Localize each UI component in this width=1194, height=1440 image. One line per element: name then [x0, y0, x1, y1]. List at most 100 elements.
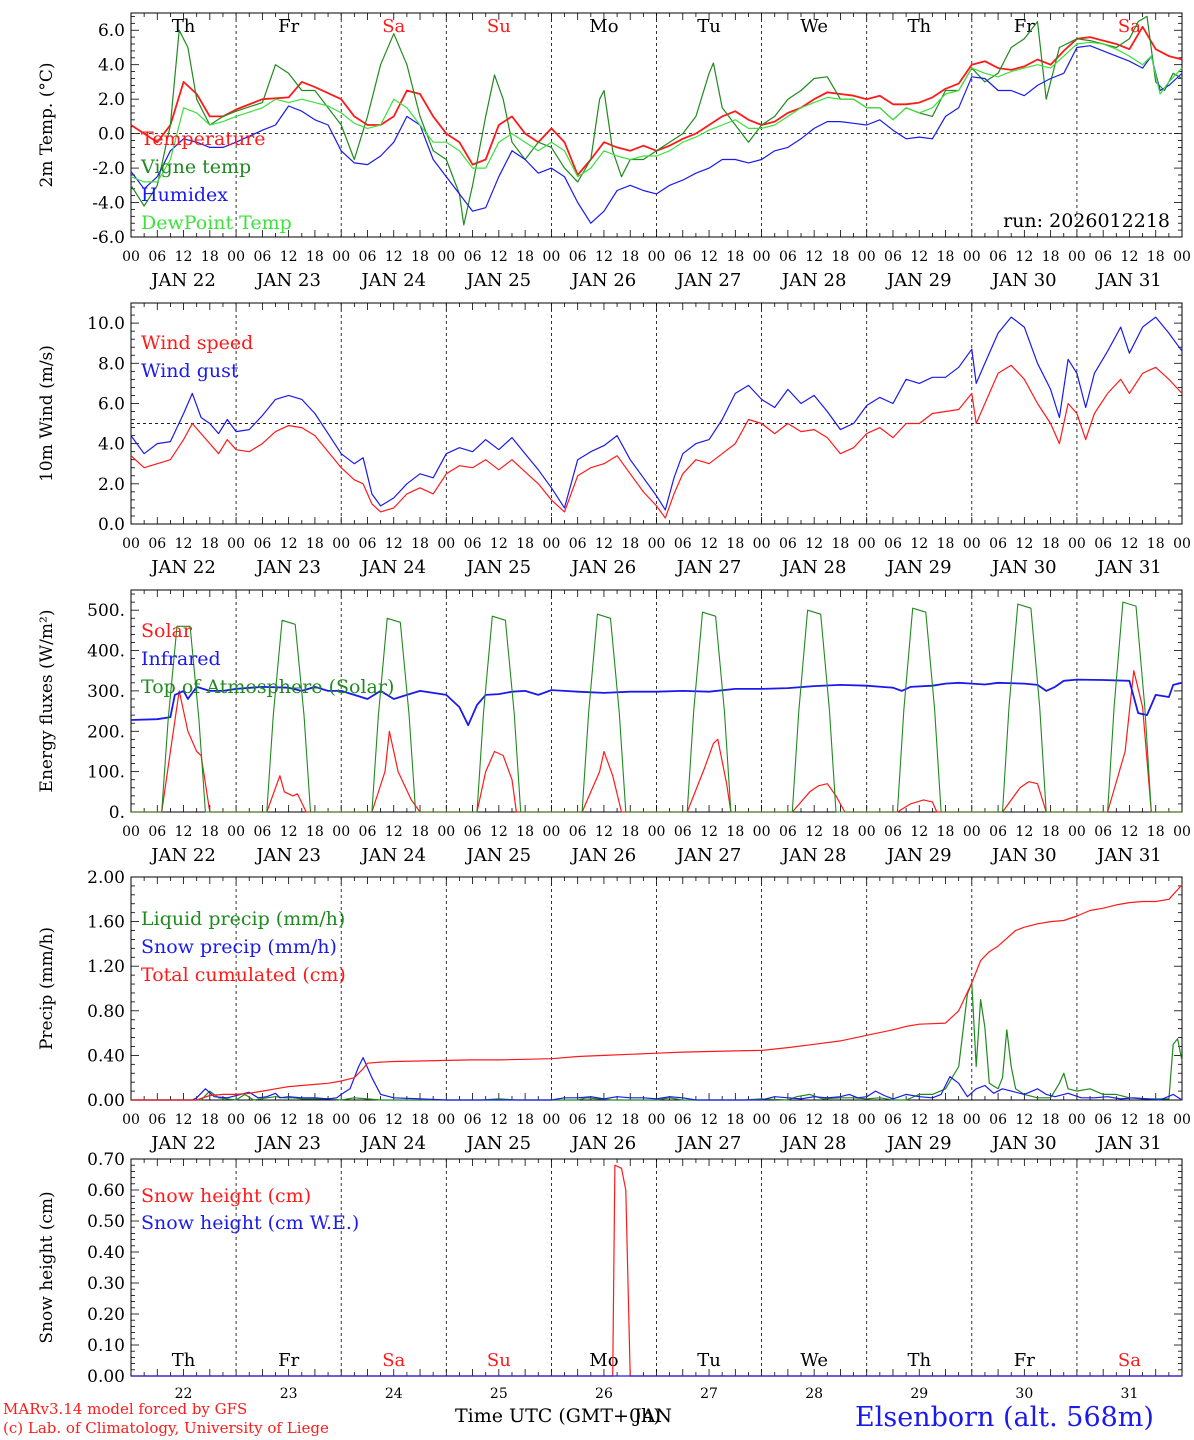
x-hour-label: 18 — [937, 249, 955, 265]
x-date-label: JAN 25 — [465, 270, 532, 291]
x-hour-label: 06 — [253, 249, 271, 265]
x-hour-label: 12 — [175, 249, 193, 265]
x-hour-label: 12 — [805, 824, 823, 840]
x-date-label: JAN 27 — [675, 845, 742, 866]
day-name-label: Fr — [278, 16, 299, 37]
x-hour-label: 18 — [411, 536, 429, 552]
x-hour-label: 00 — [753, 249, 771, 265]
x-date-label: JAN 25 — [465, 1133, 532, 1154]
day-number-label: 23 — [280, 1386, 298, 1402]
x-hour-label: 18 — [201, 824, 219, 840]
x-date-label: JAN 28 — [780, 1133, 847, 1154]
x-hour-label: 12 — [1015, 824, 1033, 840]
day-number-label: 31 — [1121, 1386, 1139, 1402]
x-hour-label: 12 — [700, 536, 718, 552]
day-name-label: We — [800, 16, 828, 37]
x-hour-label: 06 — [148, 536, 166, 552]
x-hour-label: 00 — [332, 536, 350, 552]
legend-entry: Snow precip (mm/h) — [141, 936, 337, 958]
y-tick-label: 0.00 — [87, 1367, 125, 1387]
x-hour-label: 06 — [253, 1112, 271, 1128]
x-date-label: JAN 27 — [675, 557, 742, 578]
y-tick-label: 0.20 — [87, 1305, 125, 1325]
x-hour-label: 06 — [359, 824, 377, 840]
x-hour-label: 12 — [175, 1112, 193, 1128]
x-date-label: JAN 29 — [885, 270, 952, 291]
y-tick-label: 200. — [87, 722, 125, 742]
x-hour-label: 18 — [726, 536, 744, 552]
legend-entry: Vigne temp — [140, 156, 251, 178]
day-name-label: Th — [907, 1350, 931, 1371]
x-hour-label: 00 — [227, 1112, 245, 1128]
x-date-label: JAN 28 — [780, 270, 847, 291]
x-hour-label: 00 — [437, 824, 455, 840]
x-hour-label: 18 — [201, 1112, 219, 1128]
x-date-label: JAN 23 — [254, 845, 321, 866]
x-hour-label: 18 — [1147, 824, 1165, 840]
x-hour-label: 12 — [1121, 536, 1139, 552]
y-tick-label: 0.80 — [87, 1002, 125, 1022]
x-date-label: JAN 22 — [149, 845, 216, 866]
x-hour-label: 12 — [1121, 1112, 1139, 1128]
x-hour-label: 00 — [858, 536, 876, 552]
y-axis-title: 2m Temp. (°C) — [37, 62, 57, 187]
x-hour-label: 06 — [359, 1112, 377, 1128]
x-hour-label: 06 — [884, 1112, 902, 1128]
x-date-label: JAN 24 — [359, 1133, 426, 1154]
x-hour-label: 18 — [832, 1112, 850, 1128]
day-number-label: 24 — [385, 1386, 403, 1402]
x-hour-label: 12 — [490, 249, 508, 265]
x-date-label: JAN 28 — [780, 845, 847, 866]
day-name-label: Sa — [1118, 1350, 1141, 1371]
series-line-snow-precip-mm-h- — [131, 1057, 1183, 1101]
series-line-top-of-atmosphere-solar- — [131, 601, 1182, 813]
x-hour-label: 00 — [963, 824, 981, 840]
x-hour-label: 06 — [884, 824, 902, 840]
legend-entry: Infrared — [141, 648, 221, 670]
panel-4: 2.00 1.60 1.20 0.80 0.40 0.00 Precip (mm/h) 00 0… — [37, 868, 1191, 1154]
x-hour-label: 12 — [700, 824, 718, 840]
y-tick-label: 6.0 — [98, 21, 125, 41]
x-date-label: JAN 29 — [885, 1133, 952, 1154]
day-name-label: We — [800, 1350, 828, 1371]
x-hour-label: 18 — [726, 824, 744, 840]
x-date-label: JAN 30 — [990, 845, 1057, 866]
x-date-label: JAN 26 — [570, 1133, 637, 1154]
x-hour-label: 00 — [858, 1112, 876, 1128]
panel-5: 0.70 0.60 0.50 0.40 0.30 0.20 0.10 0.00 Snow hei… — [37, 1150, 1183, 1402]
x-hour-label: 18 — [411, 249, 429, 265]
x-hour-label: 00 — [648, 249, 666, 265]
x-axis-label: Time UTC (GMT+0h) — [455, 1405, 661, 1427]
x-hour-label: 06 — [569, 824, 587, 840]
x-hour-label: 00 — [753, 536, 771, 552]
panel-1: 6.0 4.0 2.0 0.0 -2.0 -4.0 -6.0 2m Temp. (°C) 00 0… — [37, 12, 1191, 291]
x-hour-label: 12 — [910, 824, 928, 840]
x-hour-label: 06 — [569, 1112, 587, 1128]
x-hour-label: 18 — [306, 824, 324, 840]
x-hour-label: 06 — [674, 824, 692, 840]
plot-frame — [130, 12, 1183, 238]
x-hour-label: 18 — [832, 249, 850, 265]
day-name-label: Sa — [382, 16, 405, 37]
x-hour-label: 18 — [1147, 1112, 1165, 1128]
x-hour-label: 00 — [332, 249, 350, 265]
x-hour-label: 00 — [648, 1112, 666, 1128]
x-date-label: JAN 30 — [990, 1133, 1057, 1154]
x-hour-label: 18 — [306, 536, 324, 552]
day-number-label: 29 — [910, 1386, 928, 1402]
x-hour-label: 18 — [1147, 536, 1165, 552]
y-tick-label: 500. — [87, 601, 125, 621]
x-hour-label: 00 — [227, 824, 245, 840]
y-tick-label: 6.0 — [98, 394, 125, 414]
x-hour-label: 18 — [411, 824, 429, 840]
x-hour-label: 06 — [464, 1112, 482, 1128]
day-number-label: 22 — [175, 1386, 193, 1402]
series-line-dewpoint-temp — [130, 41, 1183, 183]
x-hour-label: 18 — [516, 1112, 534, 1128]
x-hour-label: 00 — [1173, 1112, 1191, 1128]
x-hour-label: 12 — [385, 1112, 403, 1128]
x-hour-label: 12 — [595, 536, 613, 552]
x-hour-label: 18 — [621, 249, 639, 265]
x-hour-label: 06 — [359, 249, 377, 265]
y-tick-label: 1.60 — [87, 913, 125, 933]
